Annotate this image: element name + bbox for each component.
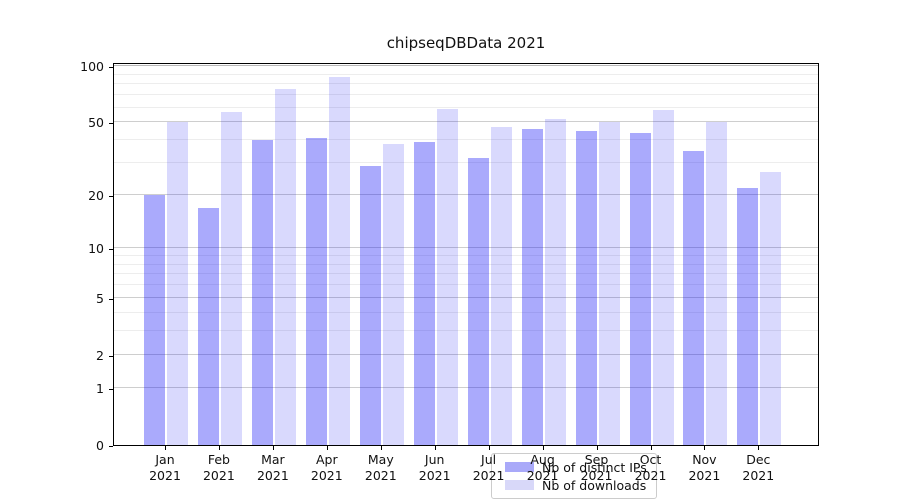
gridline-5 — [114, 296, 818, 298]
legend-label-distinct-ips: Nb of distinct IPs — [542, 459, 647, 475]
x-tick-aug — [542, 446, 544, 450]
bar-distinct-ips-aug — [521, 129, 543, 445]
x-tick-label-jul: Jul 2021 — [472, 452, 505, 483]
gridline-6 — [114, 284, 818, 286]
x-tick-label-apr: Apr 2021 — [310, 452, 343, 483]
bar-downloads-may — [382, 144, 404, 445]
x-tick-jul — [488, 446, 490, 450]
y-tick-0 — [109, 446, 113, 447]
x-tick-mar — [272, 446, 274, 450]
x-tick-apr — [326, 446, 328, 450]
legend-item-distinct-ips: Nb of distinct IPs — [500, 460, 648, 475]
y-tick-label-2: 2 — [96, 347, 104, 363]
bar-downloads-aug — [544, 119, 566, 445]
gridline-80 — [114, 83, 818, 85]
gridline-90 — [114, 73, 818, 75]
bar-distinct-ips-feb — [197, 207, 219, 445]
y-tick-label-10: 10 — [88, 241, 104, 257]
gridline-7 — [114, 273, 818, 275]
x-tick-may — [380, 446, 382, 450]
y-tick-10 — [109, 249, 113, 251]
x-tick-label-feb: Feb 2021 — [202, 452, 235, 483]
bar-downloads-feb — [220, 111, 242, 445]
bar-downloads-oct — [652, 110, 674, 445]
gridline-9 — [114, 255, 818, 256]
x-tick-label-nov: Nov 2021 — [688, 452, 721, 483]
x-tick-label-jun: Jun 2021 — [418, 452, 451, 483]
x-tick-jun — [434, 446, 436, 450]
bar-distinct-ips-sep — [575, 130, 597, 445]
bar-downloads-sep — [598, 122, 620, 445]
bar-distinct-ips-oct — [629, 132, 651, 445]
bar-distinct-ips-jul — [467, 158, 489, 445]
legend-label-downloads: Nb of downloads — [542, 477, 647, 493]
bar-distinct-ips-apr — [305, 138, 327, 445]
y-tick-label-1: 1 — [96, 381, 104, 397]
x-tick-jan — [165, 446, 166, 450]
bar-distinct-ips-nov — [683, 150, 705, 445]
gridline-1 — [114, 387, 818, 389]
gridline-30 — [114, 162, 818, 164]
bar-downloads-apr — [328, 76, 350, 445]
gridline-3 — [114, 330, 818, 332]
y-tick-label-0: 0 — [96, 438, 104, 453]
gridline-8 — [114, 263, 818, 265]
x-tick-feb — [218, 446, 220, 450]
gridline-2 — [114, 353, 818, 355]
bar-distinct-ips-mar — [251, 140, 273, 445]
y-tick-20 — [109, 196, 113, 198]
bar-distinct-ips-may — [359, 165, 381, 445]
legend: Nb of distinct IPs Nb of downloads — [491, 453, 657, 499]
y-tick-label-50: 50 — [88, 115, 104, 131]
gridline-100 — [114, 65, 818, 67]
y-tick-label-20: 20 — [88, 188, 104, 204]
gridline-10 — [114, 247, 818, 249]
x-tick-nov — [704, 446, 706, 450]
bar-downloads-mar — [274, 88, 296, 445]
bar-downloads-jul — [490, 127, 512, 445]
bar-distinct-ips-jan — [144, 195, 165, 445]
x-tick-label-may: May 2021 — [364, 452, 397, 483]
bar-distinct-ips-jun — [413, 142, 435, 445]
gridline-60 — [114, 106, 818, 108]
y-tick-1 — [109, 389, 113, 391]
y-tick-5 — [109, 298, 113, 300]
y-tick-label-5: 5 — [96, 290, 104, 306]
y-tick-label-100: 100 — [80, 59, 104, 75]
legend-swatch-downloads — [505, 480, 534, 490]
y-tick-2 — [109, 355, 113, 357]
x-tick-label-jan: Jan 2021 — [149, 452, 181, 483]
legend-item-downloads: Nb of downloads — [500, 478, 648, 493]
gridline-40 — [114, 139, 818, 141]
x-tick-label-dec: Dec 2021 — [742, 452, 775, 483]
y-tick-100 — [109, 67, 113, 69]
legend-swatch-distinct-ips — [505, 462, 534, 472]
y-tick-50 — [109, 123, 113, 125]
x-tick-dec — [758, 446, 760, 450]
bar-distinct-ips-dec — [737, 187, 759, 445]
x-tick-sep — [596, 446, 598, 450]
chart-title: chipseqDBData 2021 — [386, 34, 546, 52]
gridline-20 — [114, 194, 818, 196]
x-tick-label-sep: Sep 2021 — [580, 452, 613, 483]
x-tick-label-aug: Aug 2021 — [526, 452, 559, 483]
gridline-4 — [114, 311, 818, 313]
gridline-50 — [114, 121, 818, 123]
bar-downloads-jun — [436, 108, 458, 445]
x-tick-oct — [650, 446, 652, 450]
bar-downloads-jan — [167, 122, 188, 445]
bar-downloads-nov — [706, 122, 728, 445]
bar-downloads-dec — [760, 171, 782, 445]
x-tick-label-mar: Mar 2021 — [256, 452, 289, 483]
x-tick-label-oct: Oct 2021 — [634, 452, 667, 483]
plot-area: Nb of distinct IPs Nb of downloads — [113, 63, 819, 499]
gridline-70 — [114, 94, 818, 96]
